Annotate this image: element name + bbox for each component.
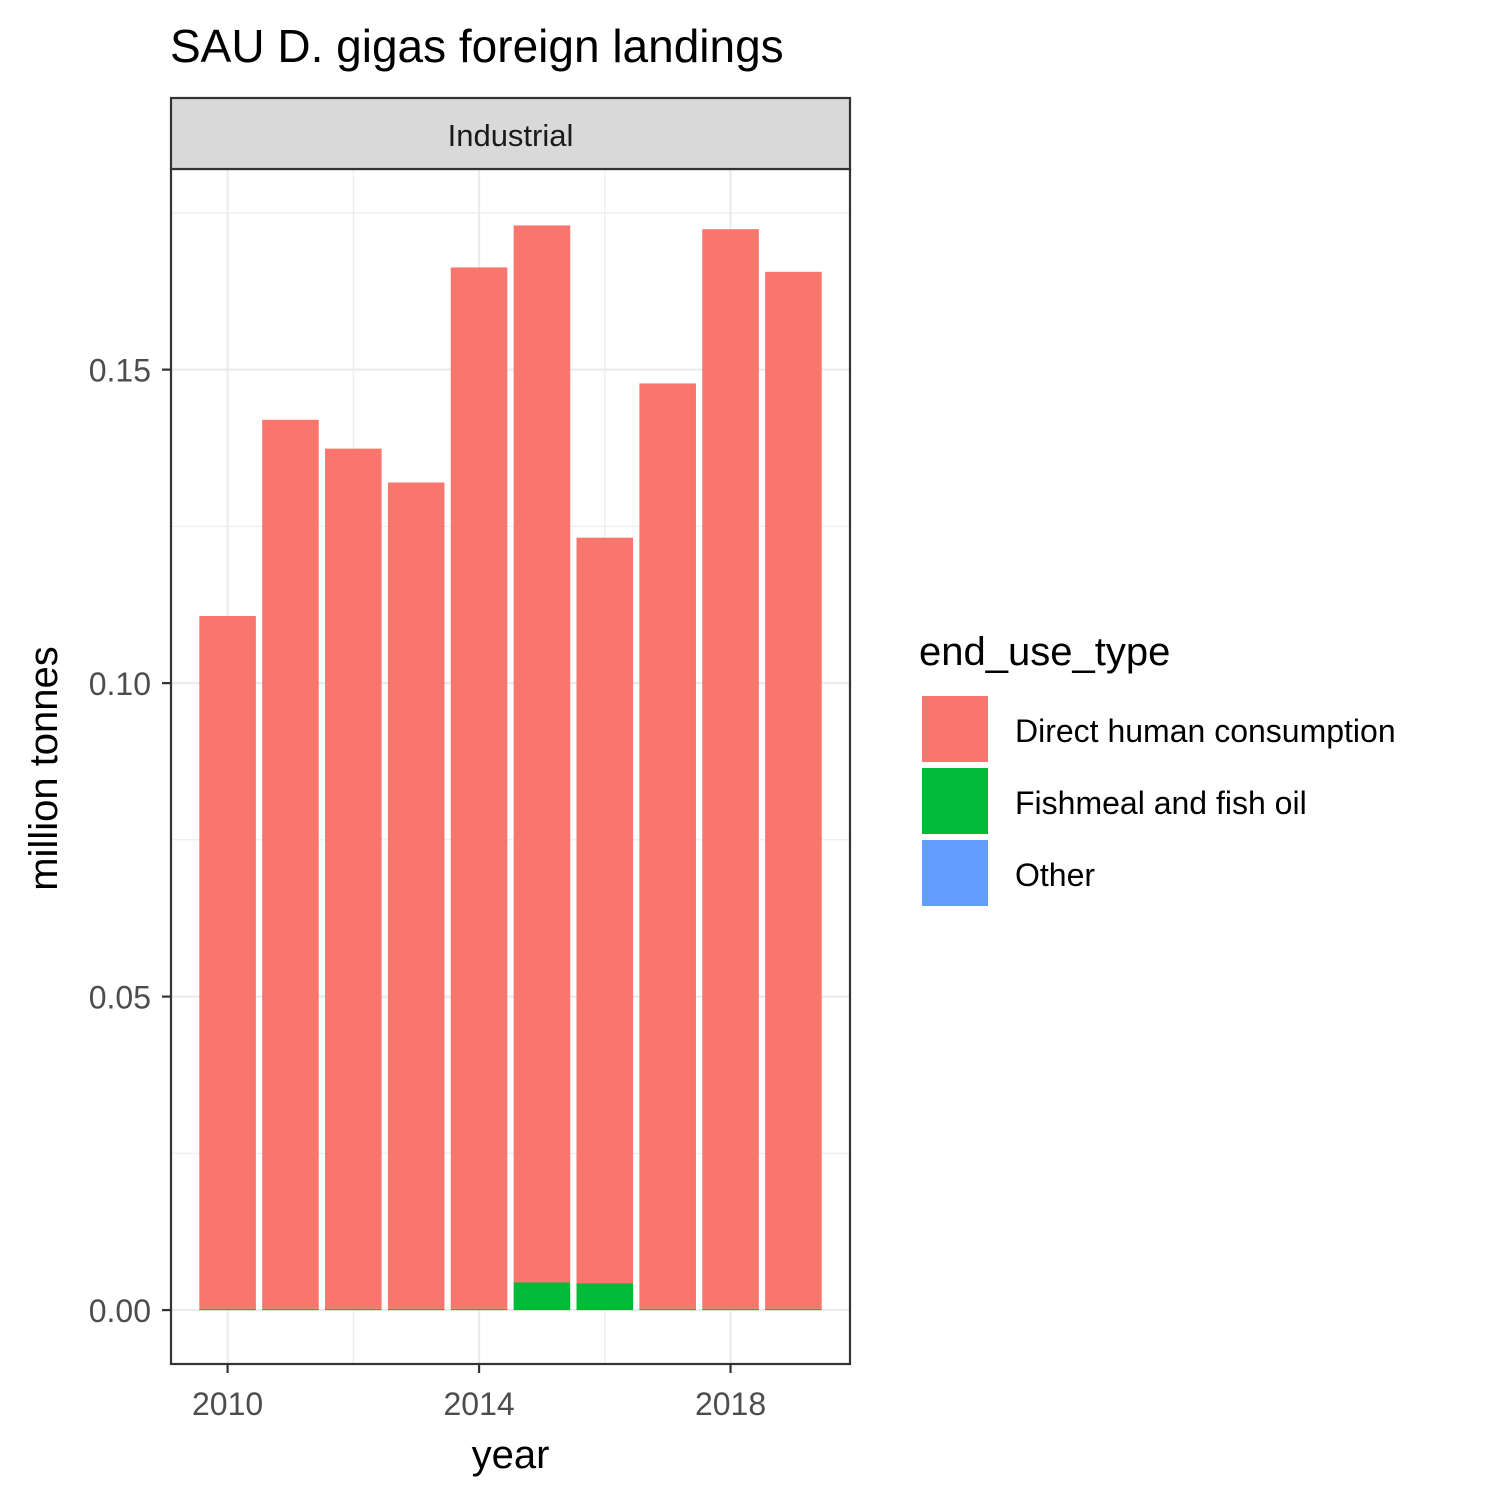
y-axis-label: million tonnes [22,646,66,891]
bar-segment [639,383,696,1309]
bar-segment [513,225,571,1283]
legend-label: Other [1015,857,1095,893]
bar-segment [576,1283,634,1311]
bar-segment [325,448,382,1309]
x-axis: 2010 2014 2018 [192,1364,766,1422]
legend-key [922,768,988,834]
legend-title: end_use_type [919,630,1170,674]
bar-segment [325,1308,382,1311]
bar-segment [450,267,508,1309]
y-tick-label: 0.15 [89,353,151,389]
x-axis-label: year [472,1433,550,1477]
bar-segment [765,1308,822,1311]
legend-label: Direct human consumption [1015,713,1396,749]
bar-segment [765,271,822,1309]
bar-segment [450,1308,508,1311]
bar-segment [576,537,634,1284]
legend: end_use_type Direct human consumption Fis… [919,630,1396,906]
legend-key [922,840,988,906]
x-tick-label: 2018 [695,1386,766,1422]
bar-segment [199,616,256,1309]
bar-segment [639,1308,696,1311]
facet-strip-background [169,96,852,171]
bar-segment [387,482,445,1309]
legend-items: Direct human consumption Fishmeal and fis… [922,696,1396,906]
y-tick-label: 0.10 [89,666,151,702]
y-tick-label: 0.05 [89,980,151,1016]
facet-strip-label: Industrial [448,118,574,153]
bar-segment [702,1308,759,1311]
y-tick-label: 0.00 [89,1293,151,1329]
legend-label: Fishmeal and fish oil [1015,785,1307,821]
bar-segment [262,1308,319,1311]
bars [199,225,822,1311]
bar-segment [513,1282,571,1311]
bar-segment [262,419,319,1309]
legend-key [922,696,988,762]
bar-segment [199,1308,256,1311]
chart-title: SAU D. gigas foreign landings [170,20,784,72]
y-axis: 0.00 0.05 0.10 0.15 [89,353,171,1329]
facet-strip: Industrial [169,96,852,171]
x-tick-label: 2014 [443,1386,514,1422]
x-tick-label: 2010 [192,1386,263,1422]
bar-segment [702,229,759,1309]
bar-segment [387,1308,445,1311]
